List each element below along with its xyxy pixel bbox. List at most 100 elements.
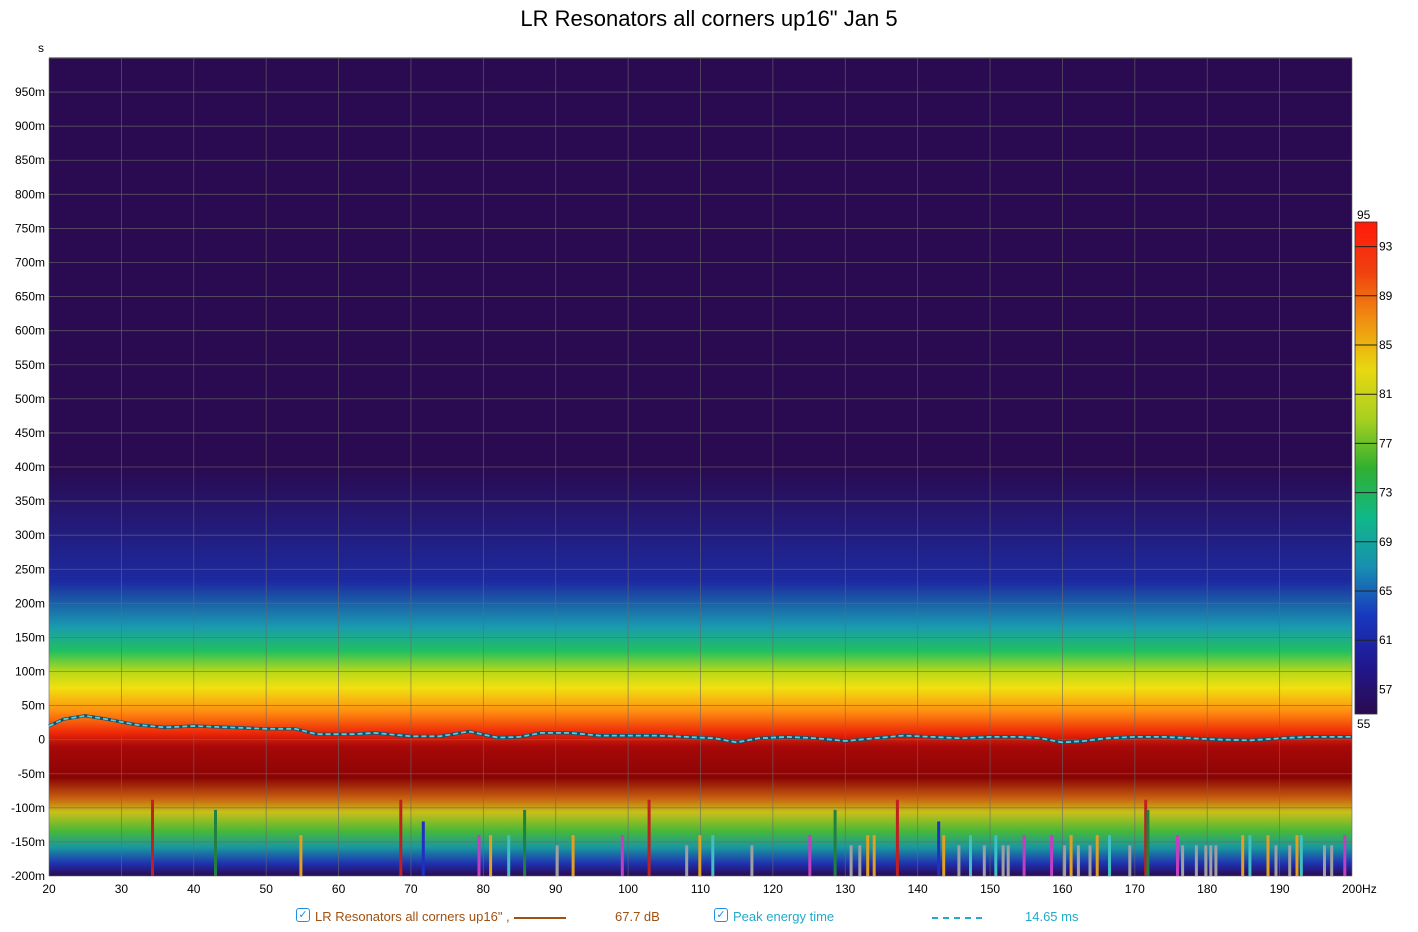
mode-marker [1128, 845, 1132, 876]
mode-marker [1063, 845, 1067, 876]
colorbar-tick-label: 77 [1379, 436, 1393, 450]
y-tick-label: 700m [15, 256, 45, 270]
spectrogram-chart[interactable]: s 950m 900m 850m 800m 750m 700m 650m 600m 550m 50… [0, 0, 1418, 906]
x-tick-label: 110 [691, 882, 710, 896]
colorbar-tick-label: 89 [1379, 289, 1393, 303]
mode-marker [299, 835, 303, 876]
mode-marker [1323, 845, 1326, 876]
y-tick-label: 0 [38, 733, 45, 747]
mode-marker [555, 845, 559, 876]
colorbar-tick-label: 93 [1379, 240, 1393, 254]
mode-marker [477, 835, 481, 876]
mode-marker [507, 835, 511, 876]
mode-marker [698, 835, 702, 876]
y-tick-label: 500m [15, 392, 45, 406]
mode-marker [489, 835, 493, 876]
peak-energy-time-line [48, 714, 1352, 744]
mode-marker [808, 835, 812, 876]
mode-marker [866, 835, 870, 876]
mode-marker [957, 845, 961, 876]
mode-marker [711, 835, 715, 876]
y-tick-label: 850m [15, 153, 45, 167]
mode-marker [1248, 835, 1252, 876]
mode-marker [1006, 845, 1010, 876]
mode-marker [1001, 845, 1005, 876]
mode-marker [1343, 835, 1347, 876]
colorbar-tick-label: 57 [1379, 682, 1393, 696]
colorbar-min-label: 55 [1357, 717, 1371, 731]
mode-marker [1194, 845, 1198, 876]
x-tick-label: 90 [549, 882, 563, 896]
mode-marker [872, 835, 876, 876]
y-tick-label: 650m [15, 290, 45, 304]
legend: ✓ LR Resonators all corners up16" , 67.7… [0, 906, 1418, 928]
y-tick-label: 950m [15, 85, 45, 99]
colorbar-tick-label: 65 [1379, 584, 1393, 598]
x-tick-label: 150 [980, 882, 1000, 896]
x-tick-label: 180 [1197, 882, 1217, 896]
mode-marker [1299, 835, 1303, 876]
y-unit-label: s [38, 41, 44, 55]
mode-marker [1088, 845, 1092, 876]
mode-marker [151, 799, 154, 876]
series1-checkbox[interactable]: ✓ [296, 908, 310, 922]
y-tick-label: 450m [15, 426, 45, 440]
mode-marker [214, 809, 217, 876]
mode-marker [647, 799, 651, 876]
series1-label: LR Resonators all corners up16" , [315, 909, 510, 924]
x-tick-label: 140 [908, 882, 928, 896]
mode-marker [750, 845, 754, 876]
y-tick-label: -50m [18, 767, 45, 781]
x-tick-label: 20 [42, 882, 56, 896]
mode-marker [858, 845, 862, 876]
mode-marker [969, 835, 972, 876]
series1-value: 67.7 dB [615, 909, 660, 924]
y-tick-label: 300m [15, 528, 45, 542]
x-tick-label: 190 [1270, 882, 1290, 896]
mode-marker [833, 809, 837, 876]
y-tick-label: -200m [11, 869, 45, 883]
x-tick-label: 30 [115, 882, 129, 896]
mode-marker [1330, 845, 1334, 876]
mode-marker [1214, 845, 1218, 876]
mode-marker [620, 835, 624, 876]
y-tick-label: 50m [22, 699, 45, 713]
x-tick-label: 130 [835, 882, 855, 896]
mode-marker [1069, 835, 1073, 876]
mode-marker [937, 821, 941, 876]
mode-marker [1209, 845, 1213, 876]
y-tick-label: 250m [15, 562, 45, 576]
mode-marker [399, 799, 403, 876]
mode-marker [994, 835, 998, 876]
mode-marker [685, 845, 689, 876]
colorbar-tick-label: 73 [1379, 486, 1393, 500]
mode-marker [1050, 835, 1054, 876]
colorbar-tick-label: 69 [1379, 535, 1393, 549]
series2-value: 14.65 ms [1025, 909, 1079, 924]
colorbar-tick-label: 61 [1379, 633, 1393, 647]
mode-marker [1108, 835, 1111, 876]
mode-marker [1266, 835, 1270, 876]
chart-title: LR Resonators all corners up16" Jan 5 [520, 6, 898, 31]
series2-label: Peak energy time [733, 909, 835, 924]
y-tick-label: -150m [11, 835, 45, 849]
series2-checkbox[interactable]: ✓ [714, 908, 728, 922]
colorbar-tick-label: 81 [1379, 387, 1393, 401]
mode-marker [571, 835, 575, 876]
y-tick-label: 400m [15, 460, 45, 474]
mode-marker [1204, 845, 1208, 876]
mode-marker [1274, 845, 1278, 876]
y-tick-label: 900m [15, 119, 45, 133]
y-tick-label: 100m [15, 665, 45, 679]
y-tick-label: -100m [11, 801, 45, 815]
y-tick-label: 200m [15, 596, 45, 610]
mode-marker [849, 845, 853, 876]
y-tick-label: 350m [15, 494, 45, 508]
y-tick-label: 150m [15, 630, 45, 644]
mode-marker [1144, 799, 1148, 876]
y-tick-label: 800m [15, 187, 45, 201]
x-tick-label: 60 [332, 882, 346, 896]
y-tick-label: 750m [15, 221, 45, 235]
mode-marker [982, 845, 986, 876]
mode-marker [421, 821, 425, 876]
